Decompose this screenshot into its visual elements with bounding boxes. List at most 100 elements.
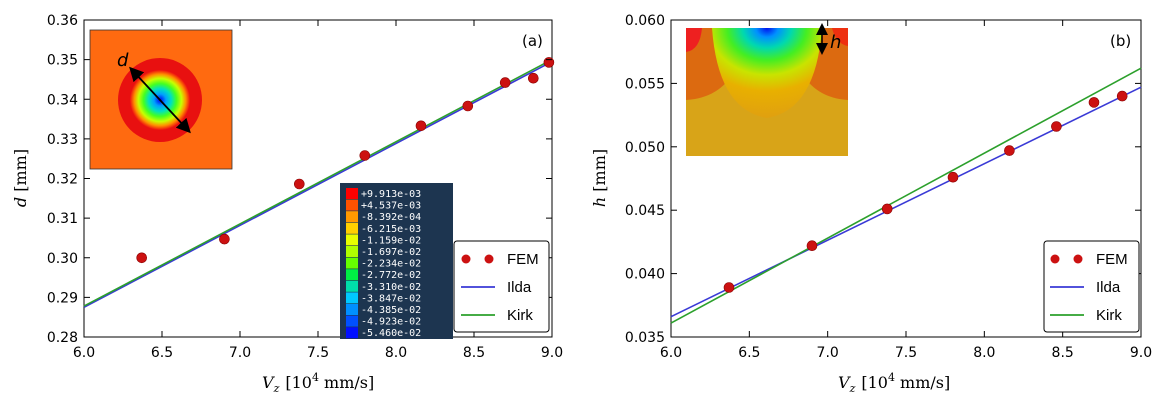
fem-point-a xyxy=(136,252,147,264)
x-tick-label-b: 6.0 xyxy=(660,345,682,361)
legend-fem-marker-b xyxy=(1073,254,1083,264)
series-line-kirk-b xyxy=(670,67,1142,324)
x-tick-label-b: 9.0 xyxy=(1130,345,1152,361)
fem-point-a xyxy=(293,178,305,190)
x-tick-label-b: 8.0 xyxy=(973,345,995,361)
y-tick-label-a: 0.36 xyxy=(47,13,78,29)
colorbar-swatch xyxy=(346,257,358,269)
x-tick-label-b: 7.0 xyxy=(817,345,839,361)
y-tick-label-a: 0.34 xyxy=(47,92,78,108)
series-lines-b xyxy=(670,67,1142,324)
colorbar-swatch xyxy=(346,269,358,281)
colorbar-swatch xyxy=(346,222,358,234)
colorbar-label: -1.159e-02 xyxy=(361,235,421,246)
y-tick-label-a: 0.30 xyxy=(47,251,78,267)
x-tick-label-a: 9.0 xyxy=(541,345,563,361)
y-tick-label-b: 0.050 xyxy=(625,140,665,156)
y-tick-label-b: 0.055 xyxy=(625,76,665,92)
fem-point-b xyxy=(806,240,818,251)
colorbar-swatch xyxy=(346,315,358,327)
x-axis-ticks-b: 6.0 6.5 7.0 7.5 8.0 8.5 9.0 xyxy=(660,20,1152,361)
y-tick-label-a: 0.33 xyxy=(47,132,78,148)
y-tick-label-b: 0.040 xyxy=(625,267,665,283)
y-axis-label-a: d [mm] xyxy=(11,149,30,207)
x-tick-label-a: 7.5 xyxy=(307,345,329,361)
inset-d-annotation: d xyxy=(117,50,129,71)
fem-point-b xyxy=(1004,145,1015,156)
colorbar-label: -2.772e-02 xyxy=(361,270,421,281)
y-tick-label-b: 0.035 xyxy=(625,330,665,346)
colorbar-swatch xyxy=(346,246,358,257)
y-tick-label-a: 0.32 xyxy=(47,172,78,188)
legend-fem-label-a: FEM xyxy=(507,251,539,268)
x-tick-label-b: 7.5 xyxy=(895,345,917,361)
legend-b: FEM Ilda Kirk xyxy=(1043,240,1140,333)
fem-points-b xyxy=(723,90,1128,293)
legend-ilda-label-b: Ilda xyxy=(1096,279,1121,296)
colorbar-label: -2.234e-02 xyxy=(361,259,421,270)
fem-point-a xyxy=(415,120,427,132)
colorbar-swatch xyxy=(346,211,358,223)
legend-kirk-label-b: Kirk xyxy=(1096,307,1122,324)
fem-point-b xyxy=(1051,121,1062,132)
x-axis-ticks-a: 6.0 6.5 7.0 7.5 8.0 8.5 9.0 xyxy=(73,20,563,361)
colorbar-swatch xyxy=(346,327,358,339)
fem-points-a xyxy=(136,57,555,264)
legend-fem-marker-a xyxy=(484,254,494,264)
colorbar-swatch xyxy=(346,199,358,211)
panel-b: 6.0 6.5 7.0 7.5 8.0 8.5 9.0 0.0350.0400.0450.0… xyxy=(590,13,1152,395)
fem-point-b xyxy=(947,171,959,183)
fem-point-b xyxy=(881,203,893,215)
fem-point-a xyxy=(462,100,474,112)
x-tick-label-b: 6.5 xyxy=(738,345,760,361)
x-tick-label-a: 8.0 xyxy=(385,345,407,361)
y-axis-label-b: h [mm] xyxy=(590,149,609,207)
colorbar-swatch xyxy=(346,188,358,199)
x-tick-label-a: 6.5 xyxy=(151,345,173,361)
fem-point-a xyxy=(219,233,230,245)
x-axis-label-b: Vz [104 mm/s] xyxy=(838,371,950,395)
colorbar-label: -3.310e-02 xyxy=(361,282,421,293)
inset-top-view: d xyxy=(89,29,233,170)
x-axis-label-a: Vz [104 mm/s] xyxy=(262,371,374,395)
fem-point-b xyxy=(1116,90,1128,102)
fem-point-a xyxy=(359,150,371,161)
colorbar-label: +9.913e-03 xyxy=(361,189,421,200)
panel-a: 6.0 6.5 7.0 7.5 8.0 8.5 9.0 0.280.290.300.310.… xyxy=(11,13,563,395)
fem-point-b xyxy=(723,282,735,293)
colorbar-label: -4.385e-02 xyxy=(361,305,421,316)
y-tick-label-a: 0.28 xyxy=(47,330,78,346)
legend-a: FEM Ilda Kirk xyxy=(453,240,550,333)
series-lines-a xyxy=(83,58,553,309)
legend-fem-label-b: FEM xyxy=(1096,251,1128,268)
series-line-ilda-a xyxy=(83,60,553,309)
colorbar-swatch xyxy=(346,234,358,246)
colorbar-label: +4.537e-03 xyxy=(361,201,421,212)
colorbar-swatch xyxy=(346,280,358,292)
colorbar-label: -4.923e-02 xyxy=(361,317,421,328)
y-tick-label-a: 0.31 xyxy=(47,211,78,227)
inset-h-annotation: h xyxy=(830,32,841,53)
legend-fem-marker-a xyxy=(461,254,471,264)
colorbar-label: -6.215e-03 xyxy=(361,224,421,235)
x-tick-label-a: 7.0 xyxy=(229,345,251,361)
y-tick-label-a: 0.29 xyxy=(47,290,78,306)
y-tick-label-a: 0.35 xyxy=(47,53,78,69)
colorbar-swatch xyxy=(346,292,358,304)
colorbar-swatch xyxy=(346,304,358,315)
y-tick-label-b: 0.060 xyxy=(625,13,665,29)
colorbar-label: -1.697e-02 xyxy=(361,247,421,258)
legend-ilda-label-a: Ilda xyxy=(507,279,532,296)
colorbar-label: -3.847e-02 xyxy=(361,293,421,304)
fem-point-a xyxy=(499,77,511,88)
inset-cross-section: h xyxy=(686,23,848,156)
y-tick-label-b: 0.045 xyxy=(625,203,665,219)
fem-point-a xyxy=(527,72,539,84)
series-line-ilda-b xyxy=(670,86,1142,318)
panel-label-a: (a) xyxy=(522,32,543,50)
colorbar-label: -8.392e-04 xyxy=(361,212,421,223)
colorbar-legend: +9.913e-03+4.537e-03-8.392e-04-6.215e-03… xyxy=(340,183,453,339)
x-tick-label-a: 6.0 xyxy=(73,345,95,361)
y-axis-ticks-b: 0.035 0.040 0.045 0.050 0.055 0.060 xyxy=(625,13,1141,346)
